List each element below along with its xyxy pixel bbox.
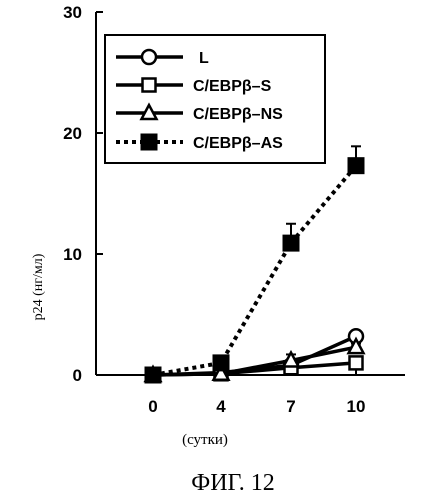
legend-label: C/EBPβ–NS [193,106,283,123]
x-tick-label: 10 [347,397,366,416]
figure-caption: ФИГ. 12 [191,470,274,496]
legend: L C/EBPβ–S C/EBPβ–NS C/EBPβ–AS [105,35,325,163]
legend-entry: C/EBPβ–AS [116,134,283,152]
y-tick-label: 10 [63,245,82,264]
series-line [153,166,356,375]
legend-marker [143,79,156,92]
legend-marker [141,134,157,150]
x-tick-label: 0 [148,397,157,416]
y-tick-label: 0 [73,366,82,385]
data-point [213,355,229,371]
data-point [348,158,364,174]
data-point [283,235,299,251]
x-axis-title: (сутки) [182,432,228,448]
x-tick-label: 4 [216,397,226,416]
data-point [350,356,363,369]
legend-label: C/EBPβ–AS [193,135,283,152]
y-tick-label: 20 [63,124,82,143]
x-tick-label: 7 [286,397,295,416]
legend-label: C/EBPβ–S [193,78,272,95]
y-tick-label: 30 [63,3,82,22]
data-point [145,367,161,383]
y-axis-title: p24 (нг/мл) [31,253,46,320]
legend-label: L [199,50,209,67]
legend-marker [142,50,156,64]
